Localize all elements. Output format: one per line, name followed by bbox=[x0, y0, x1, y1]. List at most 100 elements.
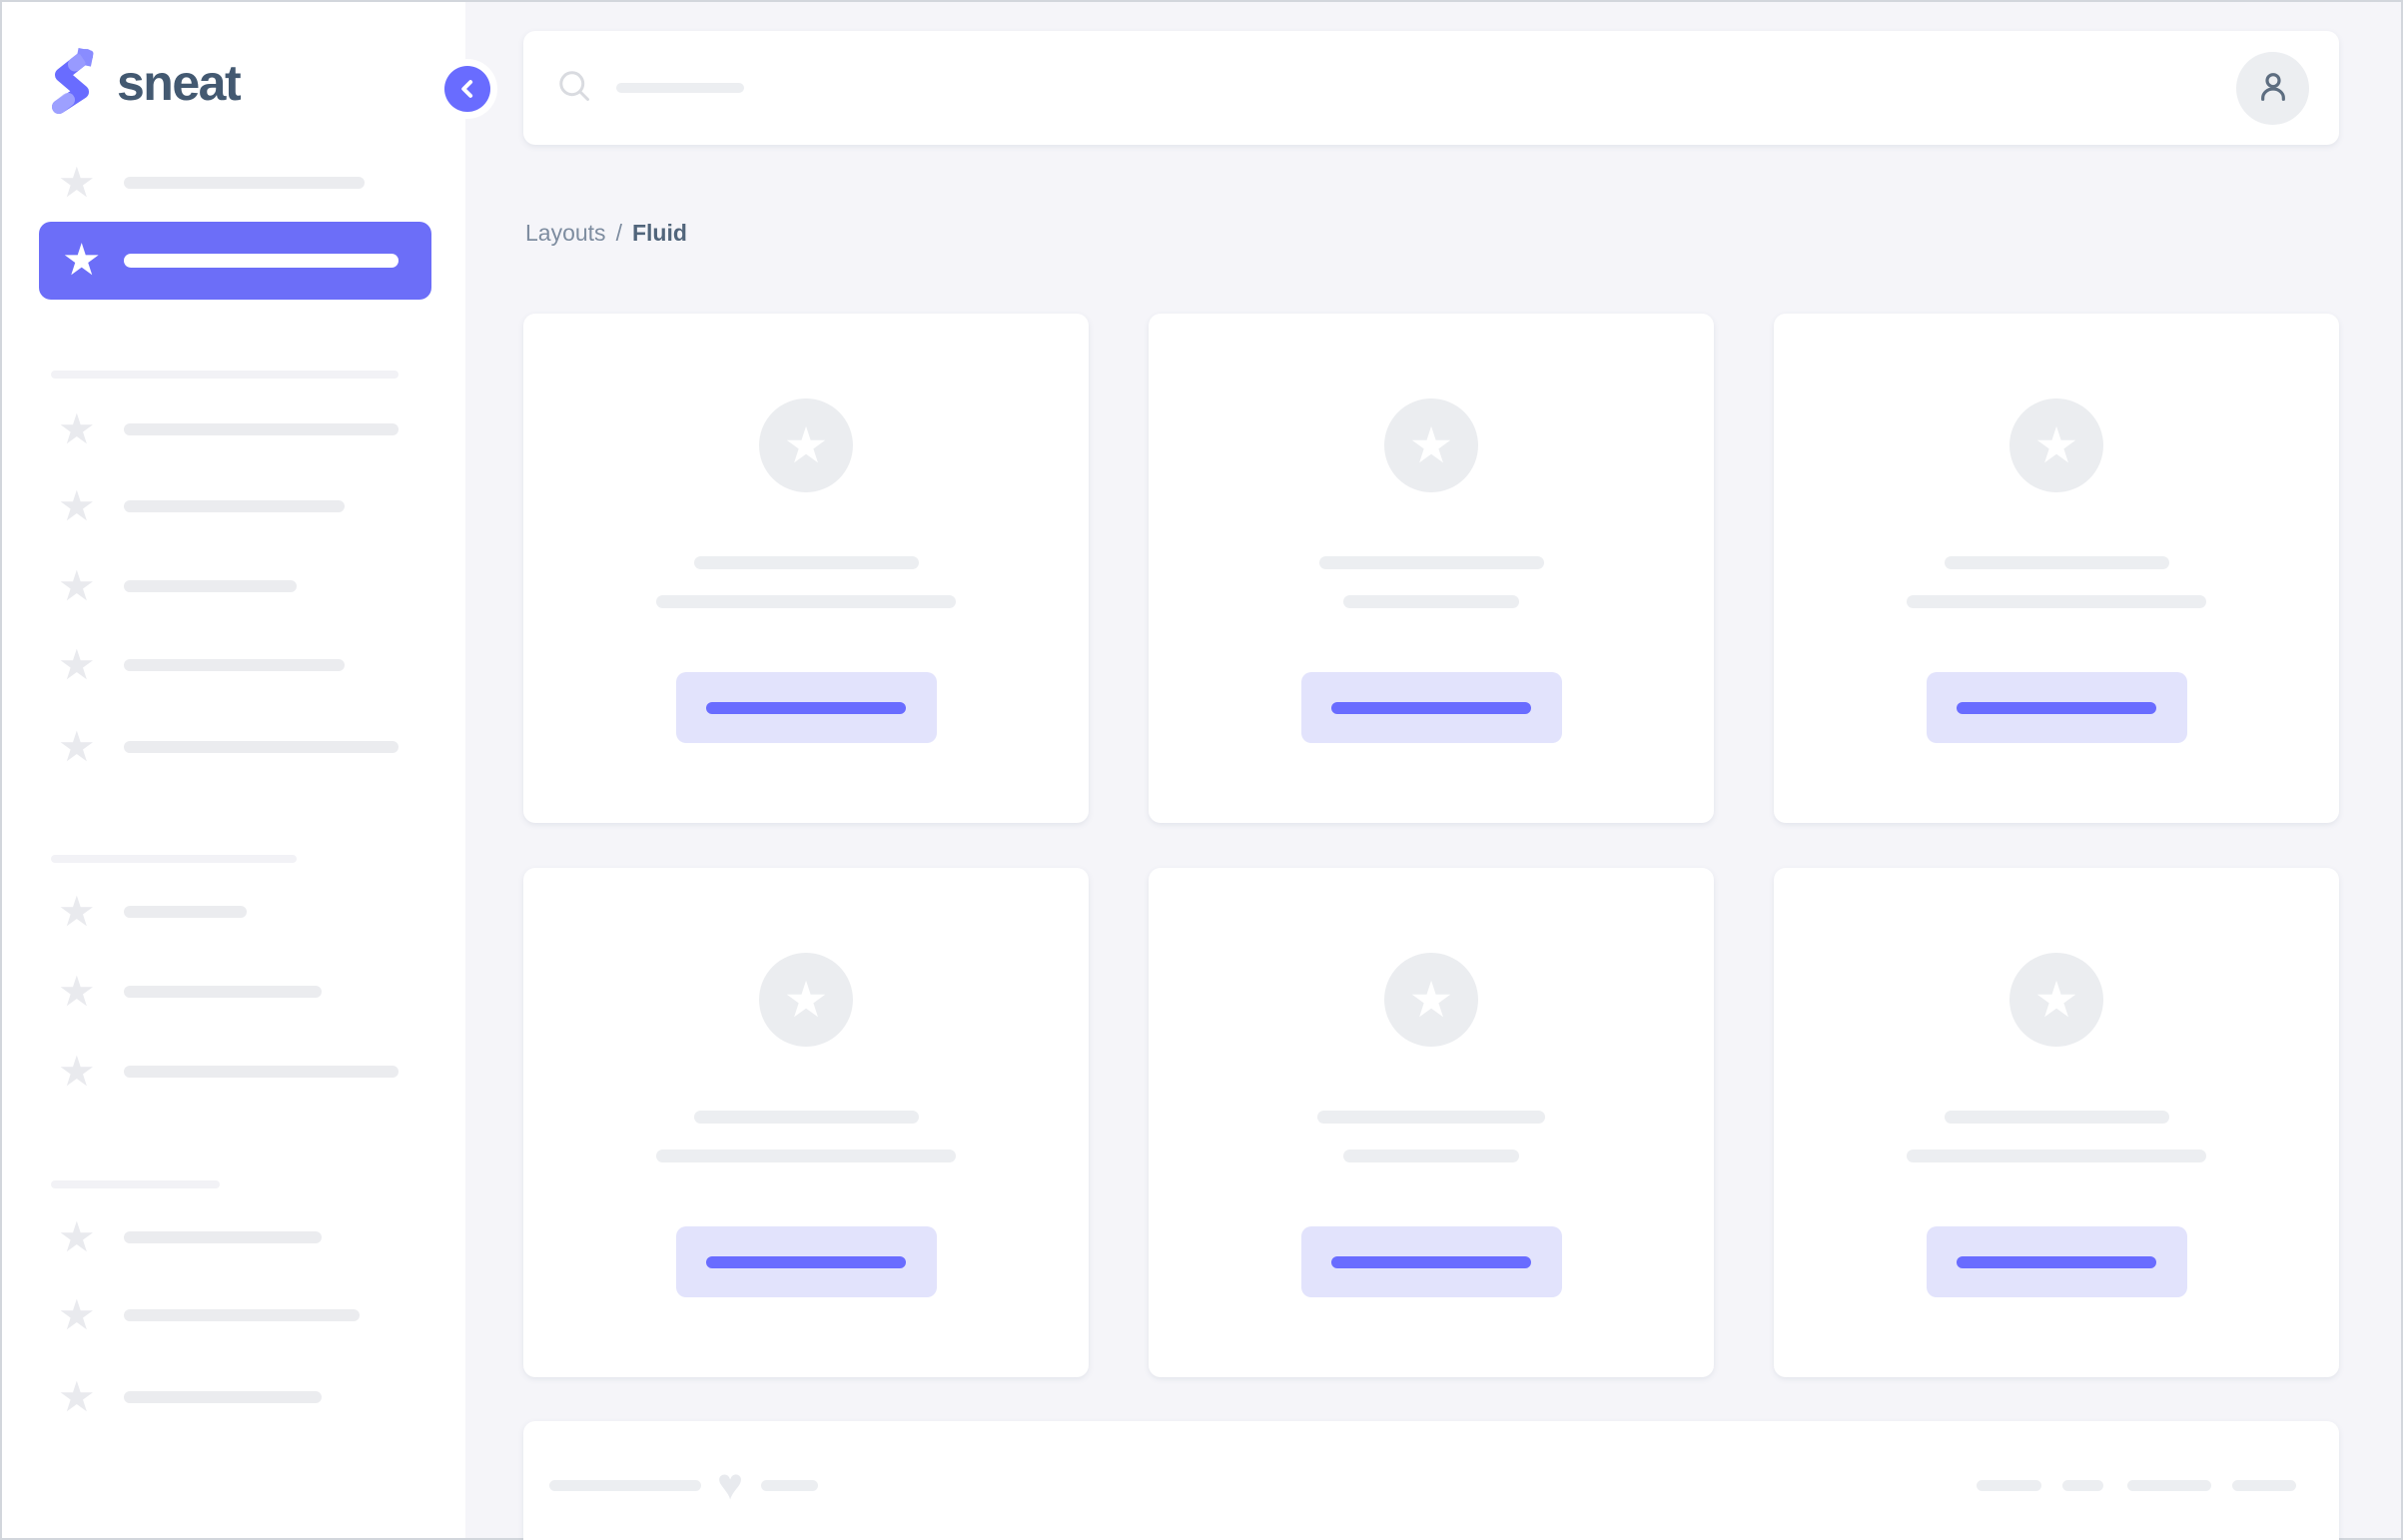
chevron-left-icon bbox=[444, 66, 490, 112]
card-action-button[interactable] bbox=[1926, 672, 2187, 743]
card-title-placeholder bbox=[693, 556, 919, 569]
card-avatar: ★ bbox=[2009, 398, 2103, 492]
footer-placeholder-bar bbox=[2232, 1479, 2296, 1491]
card-action-button[interactable] bbox=[675, 672, 937, 743]
star-icon: ★ bbox=[58, 641, 96, 688]
sidebar-item-active[interactable]: ★ bbox=[39, 222, 431, 300]
menu-label-placeholder bbox=[124, 1066, 399, 1078]
footer-row: ♥ bbox=[549, 1460, 2296, 1509]
menu-label-placeholder bbox=[124, 500, 345, 512]
card-subtitle-placeholder bbox=[1907, 595, 2206, 608]
sidebar-item[interactable]: ★ bbox=[2, 726, 465, 768]
sneat-logo-icon bbox=[48, 47, 97, 120]
button-label-placeholder bbox=[1331, 1255, 1531, 1268]
cards-grid: ★ ★ ★ ★ ★ ★ bbox=[523, 314, 2339, 1377]
menu-label-placeholder bbox=[124, 906, 247, 918]
menu-label-placeholder bbox=[124, 423, 399, 435]
card-subtitle-placeholder bbox=[656, 1150, 956, 1162]
heart-icon: ♥ bbox=[717, 1460, 744, 1509]
star-icon: ★ bbox=[1408, 417, 1454, 473]
breadcrumb-section[interactable]: Layouts bbox=[525, 220, 606, 246]
user-avatar-button[interactable] bbox=[2236, 52, 2309, 125]
star-icon: ★ bbox=[58, 1048, 96, 1095]
menu-label-placeholder bbox=[124, 177, 365, 189]
sidebar-item[interactable]: ★ bbox=[2, 1294, 465, 1336]
card-subtitle-placeholder bbox=[1343, 1150, 1519, 1162]
card-avatar: ★ bbox=[759, 953, 853, 1047]
menu-label-placeholder bbox=[124, 1231, 322, 1243]
menu-label-placeholder bbox=[124, 1391, 322, 1403]
brand-name: sneat bbox=[117, 55, 242, 111]
brand-logo[interactable]: sneat bbox=[48, 46, 242, 120]
card-avatar: ★ bbox=[2009, 953, 2103, 1047]
card-action-button[interactable] bbox=[1300, 1226, 1562, 1297]
card-action-button[interactable] bbox=[1926, 1226, 2187, 1297]
sidebar: sneat ★ ★ ★ ★ ★ ★ ★ ★ ★ ★ ★ ★ ★ bbox=[2, 2, 465, 1538]
star-icon: ★ bbox=[783, 417, 829, 473]
sidebar-section-divider bbox=[51, 371, 399, 379]
sidebar-item[interactable]: ★ bbox=[2, 1051, 465, 1093]
breadcrumb-current: Fluid bbox=[631, 220, 687, 246]
star-icon: ★ bbox=[1408, 972, 1454, 1028]
star-icon: ★ bbox=[58, 1373, 96, 1420]
card-action-button[interactable] bbox=[1300, 672, 1562, 743]
sidebar-collapse-button[interactable] bbox=[437, 59, 497, 119]
sidebar-item[interactable]: ★ bbox=[2, 1216, 465, 1258]
skeleton-card: ★ bbox=[1774, 314, 2339, 823]
footer-placeholder-bar bbox=[2127, 1479, 2211, 1491]
footer-placeholder-bar bbox=[549, 1479, 701, 1491]
menu-label-placeholder bbox=[124, 1309, 360, 1321]
skeleton-card: ★ bbox=[523, 868, 1089, 1377]
skeleton-card: ★ bbox=[523, 314, 1089, 823]
star-icon: ★ bbox=[62, 236, 102, 285]
sidebar-item[interactable]: ★ bbox=[2, 971, 465, 1013]
sidebar-item[interactable]: ★ bbox=[2, 891, 465, 933]
menu-label-placeholder bbox=[124, 254, 399, 268]
sidebar-item[interactable]: ★ bbox=[2, 565, 465, 607]
card-title-placeholder bbox=[1318, 556, 1544, 569]
breadcrumb: Layouts / Fluid bbox=[525, 220, 687, 247]
star-icon: ★ bbox=[58, 159, 96, 206]
menu-label-placeholder bbox=[124, 580, 297, 592]
card-subtitle-placeholder bbox=[1907, 1150, 2206, 1162]
footer-placeholder-bar bbox=[1977, 1479, 2041, 1491]
search-input[interactable] bbox=[556, 31, 744, 145]
star-icon: ★ bbox=[58, 1291, 96, 1338]
sidebar-item[interactable]: ★ bbox=[2, 1376, 465, 1418]
sidebar-item[interactable]: ★ bbox=[2, 162, 465, 204]
button-label-placeholder bbox=[706, 701, 906, 714]
footer-right-bars bbox=[1977, 1479, 2296, 1491]
star-icon: ★ bbox=[2033, 417, 2079, 473]
card-avatar: ★ bbox=[759, 398, 853, 492]
topbar bbox=[523, 31, 2339, 145]
menu-label-placeholder bbox=[124, 741, 399, 753]
sidebar-section-divider bbox=[51, 855, 297, 863]
skeleton-card: ★ bbox=[1149, 868, 1714, 1377]
button-label-placeholder bbox=[1957, 701, 2156, 714]
footer-placeholder-bar bbox=[761, 1479, 819, 1491]
card-subtitle-placeholder bbox=[656, 595, 956, 608]
card-action-button[interactable] bbox=[675, 1226, 937, 1297]
button-label-placeholder bbox=[706, 1255, 906, 1268]
star-icon: ★ bbox=[2033, 972, 2079, 1028]
sidebar-section-divider bbox=[51, 1180, 220, 1188]
footer-placeholder-bar bbox=[2062, 1479, 2103, 1491]
button-label-placeholder bbox=[1957, 1255, 2156, 1268]
skeleton-card: ★ bbox=[1774, 868, 2339, 1377]
card-title-placeholder bbox=[1317, 1111, 1545, 1124]
button-label-placeholder bbox=[1331, 701, 1531, 714]
sidebar-item[interactable]: ★ bbox=[2, 408, 465, 450]
star-icon: ★ bbox=[58, 562, 96, 609]
card-avatar: ★ bbox=[1384, 953, 1478, 1047]
sidebar-item[interactable]: ★ bbox=[2, 485, 465, 527]
star-icon: ★ bbox=[58, 405, 96, 452]
star-icon: ★ bbox=[783, 972, 829, 1028]
menu-label-placeholder bbox=[124, 986, 322, 998]
card-title-placeholder bbox=[1944, 1111, 2169, 1124]
breadcrumb-separator: / bbox=[615, 220, 622, 246]
search-icon bbox=[556, 68, 592, 109]
card-avatar: ★ bbox=[1384, 398, 1478, 492]
star-icon: ★ bbox=[58, 482, 96, 529]
sidebar-item[interactable]: ★ bbox=[2, 644, 465, 686]
footer-card: ♥ bbox=[523, 1421, 2339, 1540]
